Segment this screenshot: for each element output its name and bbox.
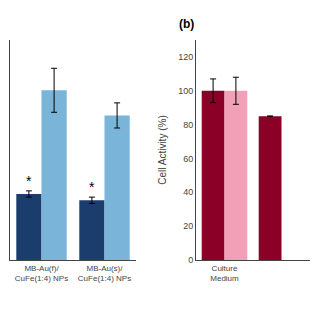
svg-text:*: * [26, 173, 32, 189]
svg-text:40: 40 [183, 187, 193, 197]
svg-text:MB-Au(f)/CuFe(1:4) NPs: MB-Au(f)/CuFe(1:4) NPs [15, 264, 68, 283]
svg-text:120: 120 [178, 52, 193, 62]
svg-text:100: 100 [178, 86, 193, 96]
svg-text:MB-Au(s)/CuFe(1:4) NPs: MB-Au(s)/CuFe(1:4) NPs [78, 264, 131, 283]
svg-text:Cell Activity (%): Cell Activity (%) [157, 115, 168, 184]
svg-text:CultureMedium: CultureMedium [210, 264, 239, 283]
svg-text:*: * [89, 179, 95, 195]
svg-text:60: 60 [183, 154, 193, 164]
svg-text:(b): (b) [179, 17, 194, 31]
svg-text:80: 80 [183, 120, 193, 130]
svg-text:20: 20 [183, 221, 193, 231]
svg-text:0: 0 [188, 255, 193, 265]
